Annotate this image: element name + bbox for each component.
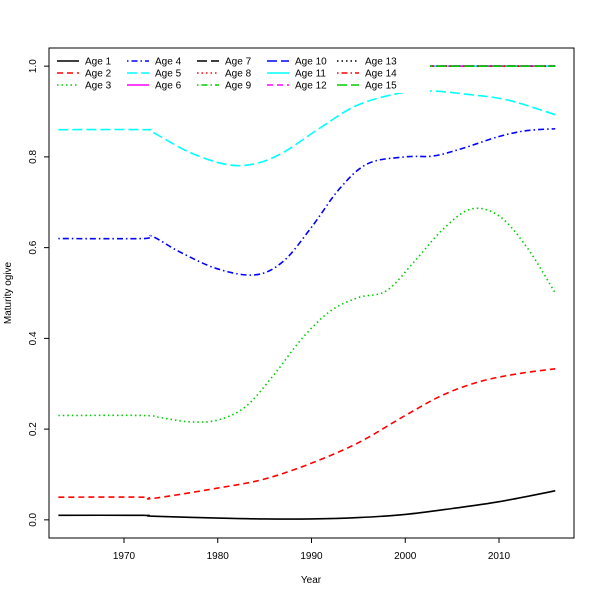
legend-label-age-5: Age 5 (155, 69, 182, 80)
y-tick-label-2: 0.4 (28, 331, 39, 345)
series-line-age-3 (58, 207, 556, 423)
series-line-age-2 (58, 367, 556, 500)
legend-label-age-9: Age 9 (225, 81, 252, 92)
y-axis: 0.0 0.2 0.4 0.6 0.8 1.0 (28, 59, 50, 527)
y-tick-label-3: 0.6 (28, 240, 39, 254)
legend-label-age-6: Age 6 (155, 81, 182, 92)
y-axis-label: Maturity ogive (3, 261, 14, 324)
y-tick-label-4: 0.8 (28, 150, 39, 164)
x-tick-label-1980: 1980 (207, 551, 230, 562)
legend-label-age-14: Age 14 (365, 69, 397, 80)
legend-label-age-7: Age 7 (225, 57, 252, 68)
legend-label-age-10: Age 10 (295, 57, 327, 68)
legend-label-age-15: Age 15 (365, 81, 397, 92)
x-tick-label-1990: 1990 (300, 551, 323, 562)
x-axis: 1970 1980 1990 2000 2010 (113, 537, 511, 562)
x-axis-label: Year (301, 575, 322, 586)
legend-label-age-3: Age 3 (85, 81, 112, 92)
series-layer (58, 65, 556, 520)
x-tick-label-2000: 2000 (394, 551, 417, 562)
y-tick-label-0: 0.0 (28, 512, 39, 526)
x-tick-label-2010: 2010 (488, 551, 511, 562)
legend-label-age-4: Age 4 (155, 57, 182, 68)
legend-background (50, 49, 430, 93)
series-line-age-1 (58, 490, 556, 520)
legend-label-age-13: Age 13 (365, 57, 397, 68)
legend-label-age-1: Age 1 (85, 57, 112, 68)
legend-label-age-12: Age 12 (295, 81, 327, 92)
legend-label-age-8: Age 8 (225, 69, 252, 80)
series-line-age-5 (58, 89, 556, 167)
series-line-age-4 (58, 127, 556, 276)
legend-label-age-11: Age 11 (295, 69, 326, 80)
legend-label-age-2: Age 2 (85, 69, 112, 80)
y-tick-label-1: 0.2 (28, 422, 39, 436)
y-tick-label-5: 1.0 (28, 59, 39, 73)
x-tick-label-1970: 1970 (113, 551, 136, 562)
